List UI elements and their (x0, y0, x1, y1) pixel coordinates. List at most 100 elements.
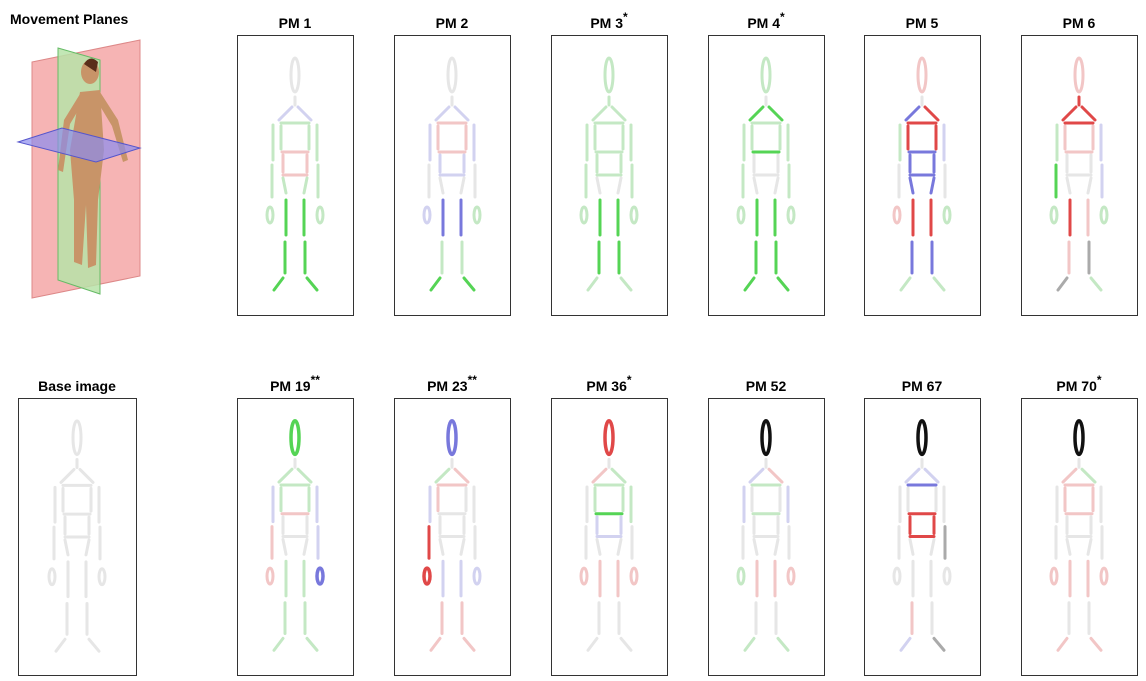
segment-shL (279, 469, 292, 482)
segment-pelvisR (1088, 539, 1091, 554)
segment-footR (1091, 278, 1101, 290)
stick-figure (1051, 58, 1107, 290)
segment-pelvisR (931, 178, 934, 193)
segment-handR (474, 568, 480, 584)
segment-pelvisL (754, 178, 757, 193)
segment-footL (274, 278, 283, 290)
significance-mark: ** (311, 373, 321, 387)
panel-title: PM 19** (270, 373, 320, 394)
segment-handR (99, 569, 105, 585)
segment-handR (1101, 568, 1107, 584)
panel-title-text: PM 5 (906, 15, 939, 31)
segment-footL (431, 638, 440, 650)
segment-handL (49, 569, 55, 585)
segment-head (291, 58, 299, 92)
segment-pelvisR (86, 540, 89, 555)
segment-pelvisR (775, 539, 778, 554)
segment-head (448, 421, 456, 455)
segment-footR (307, 638, 317, 650)
segment-head (1075, 421, 1083, 455)
segment-pelvisL (1067, 178, 1070, 193)
segment-pelvisL (597, 178, 600, 193)
segment-head (448, 58, 456, 92)
stick-figure (424, 421, 480, 651)
segment-footL (588, 278, 597, 290)
segment-footR (1091, 638, 1101, 650)
segment-footL (1058, 278, 1067, 290)
segment-shL (436, 107, 449, 120)
segment-pelvisL (440, 539, 443, 554)
panel-title: PM 3* (590, 10, 628, 31)
segment-pelvisL (597, 539, 600, 554)
segment-head (605, 58, 613, 92)
movement-planes-label: Movement Planes (10, 11, 128, 27)
segment-footR (778, 278, 788, 290)
panel-title: PM 23** (427, 373, 477, 394)
segment-shL (436, 469, 449, 482)
segment-shL (593, 107, 606, 120)
segment-pelvisL (440, 178, 443, 193)
segment-pelvisR (1088, 178, 1091, 193)
segment-shR (769, 469, 782, 482)
segment-footR (307, 278, 317, 290)
segment-handL (894, 207, 900, 223)
panel-title: PM 5 (906, 15, 939, 31)
panel-title-text: PM 19 (270, 378, 311, 394)
segment-footR (934, 278, 944, 290)
panel-title-text: PM 52 (746, 378, 787, 394)
segment-footL (274, 638, 283, 650)
segment-head (918, 421, 926, 455)
panel-title-text: PM 23 (427, 378, 468, 394)
segment-head (291, 421, 299, 455)
panel-title-text: PM 70 (1056, 378, 1097, 394)
segment-shR (769, 107, 782, 120)
segment-head (73, 421, 81, 455)
segment-handR (474, 207, 480, 223)
stick-figure (738, 58, 794, 290)
segment-handR (1101, 207, 1107, 223)
segment-pelvisR (618, 178, 621, 193)
segment-handR (944, 568, 950, 584)
stick-figure (581, 421, 637, 651)
stick-figure (738, 421, 794, 651)
segment-footL (745, 278, 754, 290)
segment-shL (750, 107, 763, 120)
segment-pelvisR (461, 178, 464, 193)
segment-handL (424, 568, 430, 584)
segment-shL (1063, 107, 1076, 120)
panel-title: PM 67 (902, 378, 943, 394)
stick-figure (581, 58, 637, 290)
segment-pelvisL (910, 539, 913, 554)
segment-footR (89, 639, 99, 651)
stick-figure (1051, 421, 1107, 651)
significance-mark: * (780, 10, 785, 24)
segment-shL (906, 107, 919, 120)
panel-title: PM 1 (279, 15, 312, 31)
segment-shR (80, 469, 93, 482)
segment-handL (1051, 568, 1057, 584)
segment-handL (1051, 207, 1057, 223)
segment-footL (745, 638, 754, 650)
segment-handL (581, 568, 587, 584)
significance-mark: * (1097, 373, 1102, 387)
segment-shR (925, 107, 938, 120)
panel-title-text: PM 2 (436, 15, 469, 31)
segment-handL (738, 568, 744, 584)
stick-figure (894, 421, 950, 651)
panel-title-text: PM 6 (1063, 15, 1096, 31)
panel-title-text: PM 67 (902, 378, 943, 394)
figure: Movement Planes Base image PM 1PM 2PM 3*… (0, 0, 1146, 676)
stick-figure (894, 58, 950, 290)
segment-shR (298, 107, 311, 120)
segment-handR (944, 207, 950, 223)
segment-shR (612, 107, 625, 120)
stick-figure (49, 421, 105, 651)
segment-handL (894, 568, 900, 584)
significance-mark: ** (468, 373, 478, 387)
panel-title-text: PM 3 (590, 15, 623, 31)
segment-footL (588, 638, 597, 650)
segment-shL (279, 107, 292, 120)
panel-title-text: PM 4 (747, 15, 780, 31)
panel-title: PM 36* (586, 373, 631, 394)
panel-title-text: PM 36 (586, 378, 627, 394)
